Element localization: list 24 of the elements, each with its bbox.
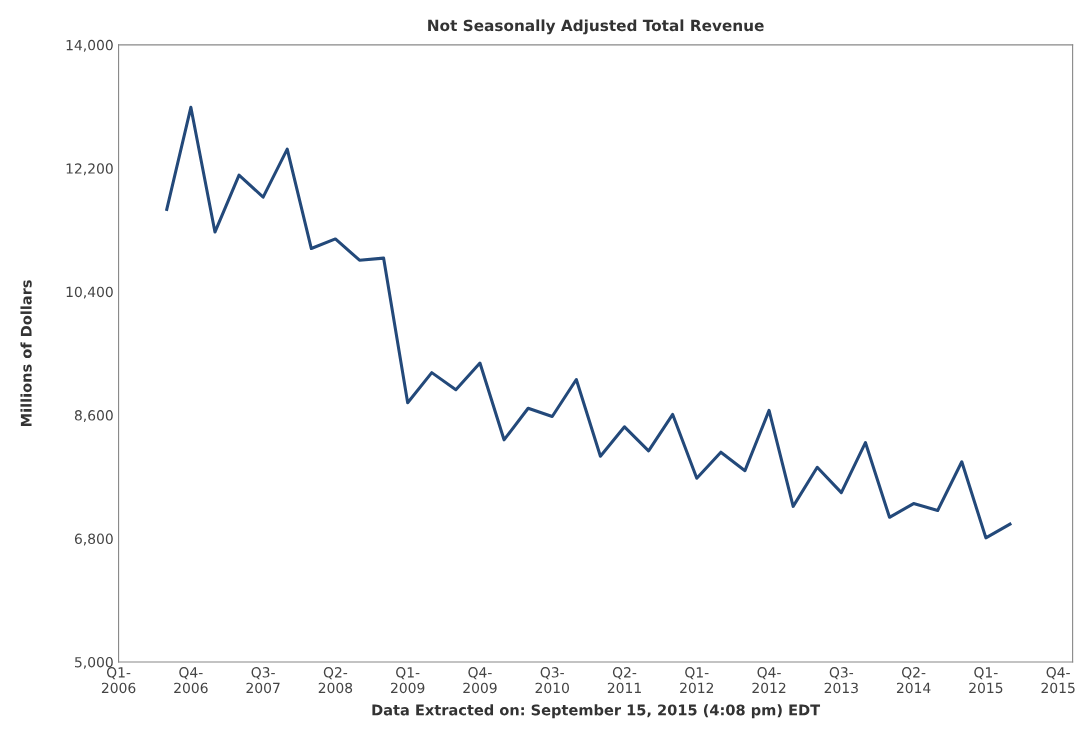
x-tick-label: Q4-2006 — [174, 667, 208, 694]
x-tick-label: Q1-2006 — [101, 667, 136, 694]
x-tick-label: Q1-2015 — [969, 667, 1003, 694]
chart-title: Not Seasonally Adjusted Total Revenue — [428, 19, 764, 35]
x-tick-label: Q3-2013 — [824, 667, 858, 694]
y-tick-label: 10,400 — [66, 286, 113, 299]
x-tick-label: Q1-2012 — [680, 667, 714, 694]
line-series — [165, 105, 1012, 540]
x-tick-label: Q4-2012 — [752, 667, 786, 694]
x-tick-label: Q2-2008 — [318, 667, 353, 694]
y-axis-title: Millions of Dollars — [20, 280, 32, 427]
y-tick-label: 12,200 — [66, 163, 113, 176]
y-tick-label: 8,600 — [74, 410, 113, 423]
y-tick-label: 14,000 — [66, 39, 113, 52]
x-tick-label: Q3-2007 — [246, 667, 280, 694]
x-tick-label: Q4-2009 — [463, 667, 497, 694]
y-tick-label: 6,800 — [74, 533, 113, 546]
x-tick-label: Q1-2009 — [391, 667, 425, 694]
x-axis-title: Data Extracted on: September 15, 2015 (4:08 pm) EDT — [372, 704, 821, 719]
x-tick-label: Q4-2015 — [1041, 667, 1075, 694]
x-tick-label: Q2-2011 — [607, 667, 641, 694]
x-tick-label: Q2-2014 — [896, 667, 931, 694]
x-tick-label: Q3-2010 — [535, 667, 569, 694]
y-tick-label: 5,000 — [75, 656, 113, 669]
